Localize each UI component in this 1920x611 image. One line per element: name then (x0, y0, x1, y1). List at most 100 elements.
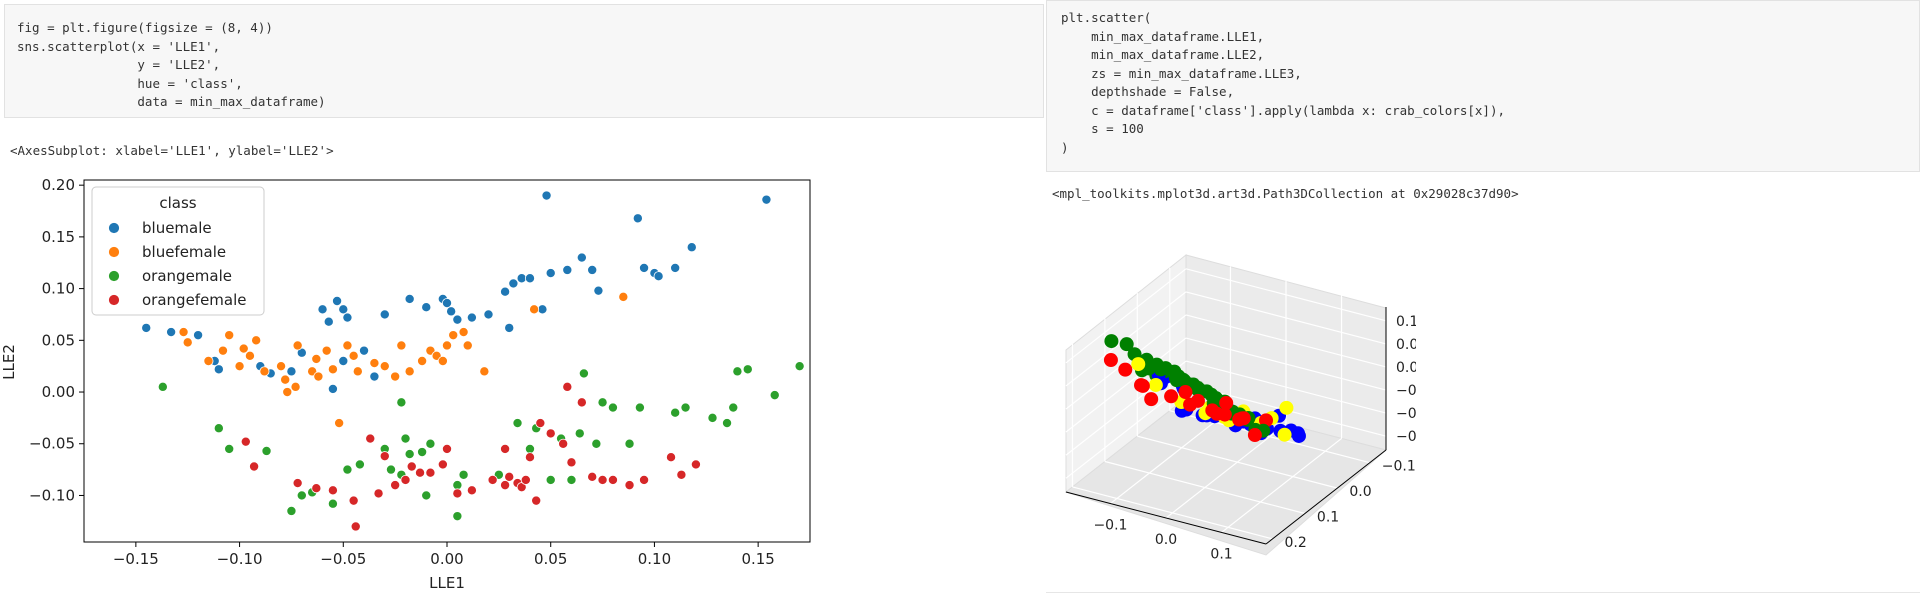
scatter-point-bluemale (404, 293, 415, 304)
grid-line-y-floor (1104, 460, 1306, 515)
scatter-point-orangefemale (311, 483, 322, 494)
scatter-point-bluefemale (238, 343, 249, 354)
scatter-point-orangemale (512, 418, 523, 429)
y-axis-ticks: 0.20 0.15 0.10 0.05 0.00 −0.05 −0.10 (29, 176, 84, 504)
scatter-point-bluefemale (529, 304, 540, 315)
scatter-point-orangemale (732, 366, 743, 377)
scatter-point-orangemale (452, 511, 463, 522)
3d-axes: −0.1 0.0 0.1 −0.1 0.0 0.1 0.2 0.10 0.05 0.00 −0.05… (1065, 307, 1416, 562)
z-tick-label-3d: 0.10 (1396, 314, 1416, 330)
scatter-point-orangefemale (415, 467, 426, 478)
scatter-point-orangefemale (558, 438, 569, 449)
legend-label: bluefemale (142, 243, 226, 261)
3d-scatter-point (1236, 411, 1251, 426)
scatter-point-orangemale (574, 428, 585, 439)
scatter-point-orangefemale (524, 452, 535, 463)
3d-scatter-point (1190, 393, 1205, 408)
3d-scatter-point (1219, 395, 1234, 410)
scatter-point-orangemale (425, 438, 436, 449)
3d-scatter-point (1119, 337, 1134, 352)
left-output-text: <AxesSubplot: xlabel='LLE1', ylabel='LLE… (10, 143, 334, 158)
legend-box (91, 186, 265, 316)
scatter-point-orangefemale (500, 443, 511, 454)
scatter-point-bluemale (166, 327, 177, 338)
scatter-point-bluefemale (321, 345, 332, 356)
scatter-point-orangemale (157, 381, 168, 392)
scatter-point-orangemale (421, 490, 432, 501)
x-tick-label: −0.10 (217, 550, 263, 568)
3d-scatter-point (1277, 427, 1292, 442)
scatter-point-orangemale (296, 490, 307, 501)
scatter-point-orangemale (566, 474, 577, 485)
scatter-point-orangefemale (639, 474, 650, 485)
scatter-point-orangemale (385, 464, 396, 475)
scatter-point-bluefemale (280, 374, 291, 385)
scatter-point-bluefemale (178, 327, 189, 338)
grid-line-z-left (1065, 337, 1187, 433)
scatter-point-bluemale (213, 364, 224, 375)
code-line: s = 100 (1061, 121, 1144, 136)
grid-line-x-floor (1221, 437, 1342, 533)
code-line: fig = plt.figure(figsize = (8, 4)) (17, 20, 273, 35)
scatter-point-bluemale (508, 278, 519, 289)
legend-title: class (159, 194, 196, 212)
scatter-point-bluefemale (282, 387, 293, 398)
scatter-point-bluemale (379, 309, 390, 320)
scatter-point-orangefemale (466, 485, 477, 496)
scatter-point-orangemale (722, 418, 733, 429)
3d-scatter-point (1247, 428, 1262, 443)
x-tick-label-3d: 0.0 (1155, 532, 1177, 548)
scatter-point-orangemale (404, 449, 415, 460)
scatter-point-bluefemale (448, 330, 459, 341)
scatter-point-orangefemale (425, 467, 436, 478)
scatter-point-bluemale (369, 371, 380, 382)
scatter-point-orangefemale (607, 474, 618, 485)
y-tick-label-3d: 0.2 (1284, 535, 1306, 551)
left-code-cell[interactable]: fig = plt.figure(figsize = (8, 4)) sns.s… (4, 4, 1044, 118)
scatter-point-bluefemale (458, 327, 469, 338)
scatter-point-orangemale (417, 447, 428, 458)
x-axis-label: LLE1 (429, 574, 465, 592)
y-axis-line (1265, 449, 1387, 545)
scatter-point-bluefemale (276, 361, 287, 372)
scatter-point-bluemale (593, 285, 604, 296)
scatter-point-bluemale (639, 262, 650, 273)
scatter-point-bluefemale (290, 381, 301, 392)
code-line: y = 'LLE2', (17, 57, 221, 72)
y-tick-label: 0.05 (42, 331, 75, 349)
scatter-point-orangefemale (373, 488, 384, 499)
scatter-point-orangefemale (597, 474, 608, 485)
scatter-point-orangefemale (327, 485, 338, 496)
scatter-point-bluefemale (224, 330, 235, 341)
scatter-point-bluemale (441, 298, 452, 309)
code-line: c = dataframe['class'].apply(lambda x: c… (1061, 102, 1506, 118)
z-tick-label-3d: 0.00 (1396, 360, 1416, 376)
scatter-point-orangefemale (249, 461, 260, 472)
scatter-point-orangefemale (390, 480, 401, 491)
scatter-point-bluefemale (437, 355, 448, 366)
scatter-point-orangemale (769, 390, 780, 401)
right-code-block[interactable]: plt.scatter( min_max_dataframe.LLE1, min… (1061, 9, 1505, 157)
3d-scatter-point (1168, 370, 1183, 385)
right-output-text: <mpl_toolkits.mplot3d.art3d.Path3DCollec… (1052, 186, 1519, 201)
3d-scatter-point (1291, 426, 1306, 441)
3d-scatter-point (1217, 407, 1232, 422)
right-code-cell[interactable]: plt.scatter( min_max_dataframe.LLE1, min… (1046, 0, 1920, 172)
grid-line-z-back (1185, 314, 1387, 368)
scatter-point-orangemale (670, 407, 681, 418)
scatter-point-orangemale (524, 443, 535, 454)
scatter-point-orangemale (707, 412, 718, 423)
scatter-point-bluefemale (327, 364, 338, 375)
grid-line-y-floor (1072, 486, 1273, 540)
scatter-point-bluemale (421, 302, 432, 313)
scatter-point-orangefemale (452, 488, 463, 499)
code-line: min_max_dataframe.LLE1, (1061, 28, 1265, 44)
scatter-point-bluemale (193, 330, 204, 341)
3d-scatter-points (1103, 334, 1306, 443)
scatter-point-bluefemale (441, 340, 452, 351)
scatter-point-bluefemale (311, 353, 322, 364)
z-tick-label-3d: −0.10 (1396, 406, 1416, 422)
scatter-point-orangefemale (348, 495, 359, 506)
left-code-block[interactable]: fig = plt.figure(figsize = (8, 4)) sns.s… (17, 19, 326, 112)
grid-line-z-back (1185, 337, 1387, 391)
